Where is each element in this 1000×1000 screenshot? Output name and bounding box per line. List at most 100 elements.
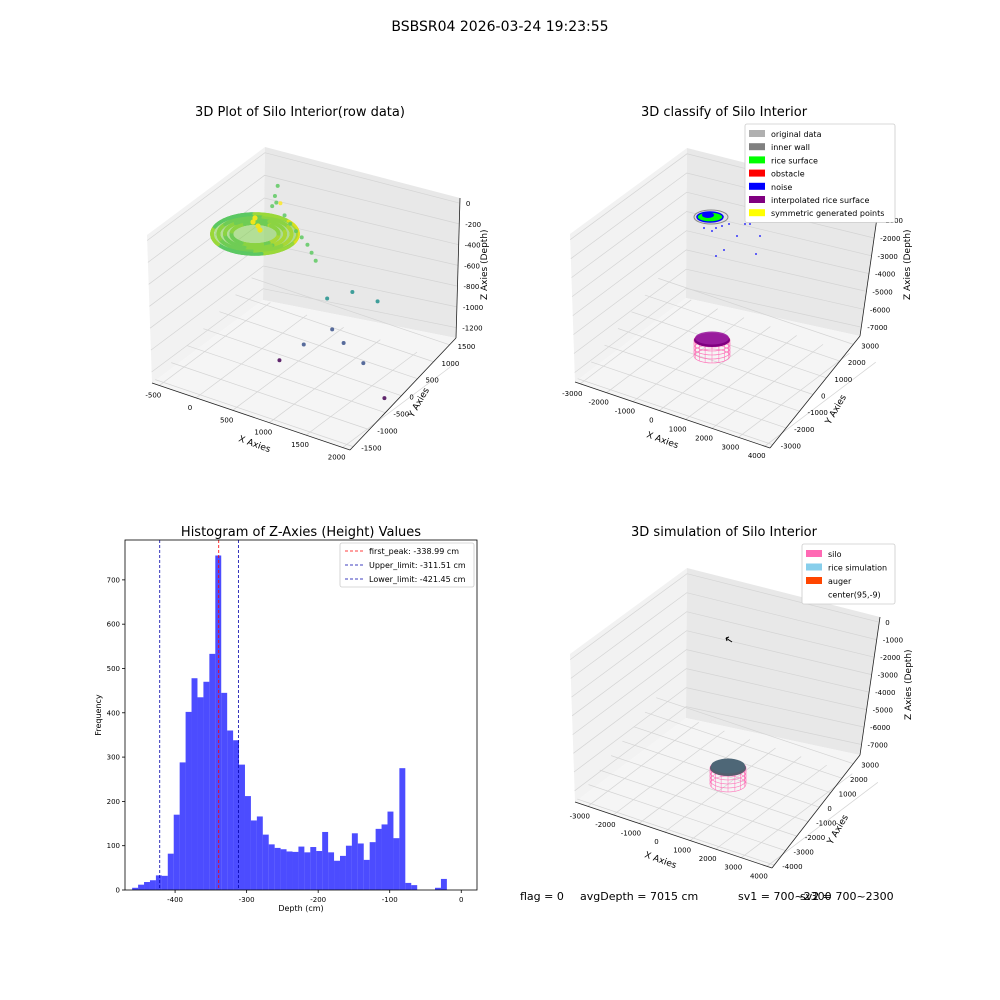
raw-data-point <box>277 358 282 363</box>
classify-zgrid <box>573 268 864 354</box>
histogram-bar <box>256 816 263 890</box>
histogram-bar <box>298 846 305 890</box>
histogram-bar <box>286 851 293 890</box>
classify-xgrid <box>580 299 692 385</box>
classify-zgrid <box>574 288 862 373</box>
classify-ytick-label: 2000 <box>848 359 866 367</box>
classify-noise-point <box>744 223 746 225</box>
panel-simulation-ticks: -3000 -2000 -1000 0 1000 2000 3000 4000 -4000 -30… <box>570 619 903 880</box>
classify-noise-point <box>749 223 751 225</box>
histogram-bar <box>274 847 281 890</box>
simulation-ygrid <box>588 784 786 851</box>
simulation-ygrid <box>656 697 854 765</box>
classify-legend-swatch <box>749 143 765 151</box>
raw-ytick-label: 1000 <box>442 360 460 368</box>
classify-xtick-label: 3000 <box>721 443 739 451</box>
raw-data-point <box>361 361 366 366</box>
classify-ygrid <box>644 294 840 362</box>
classify-ztick-label: -6000 <box>870 306 890 314</box>
panel-classify-title: 3D classify of Silo Interior <box>641 105 808 120</box>
classify-noise-point <box>703 227 705 229</box>
histogram-bars <box>132 555 447 890</box>
simulation-rice-surface <box>711 758 745 774</box>
classify-ygrid <box>604 344 800 412</box>
raw-data-point <box>301 342 306 347</box>
raw-data-point <box>294 229 298 234</box>
classify-ztick-label: -4000 <box>875 271 895 279</box>
panel-simulation-3d: 3D simulation of Silo Interior -3000 -200… <box>570 525 914 880</box>
histogram-bar <box>155 875 162 890</box>
histogram-bar <box>381 824 388 890</box>
panel-classify-zlabel: Z Axies (Depth) <box>903 229 913 300</box>
simulation-xgrid <box>766 782 879 867</box>
simulation-auger-icon <box>725 636 733 643</box>
classify-yaxis-line <box>769 335 861 449</box>
classify-xtick-label: -3000 <box>562 390 582 398</box>
raw-xgrid <box>195 314 308 399</box>
histogram-bar <box>144 882 150 890</box>
simulation-xtick-label: 0 <box>654 838 658 846</box>
simulation-zgrid <box>571 611 875 698</box>
raw-xgrid <box>305 351 418 436</box>
histogram-bar <box>233 740 240 890</box>
raw-ztick-label: -200 <box>465 221 481 229</box>
classify-xtick-label: -2000 <box>588 399 608 407</box>
histogram-bar <box>262 834 269 890</box>
histogram-title: Histogram of Z-Axies (Height) Values <box>181 525 421 540</box>
histogram-bar <box>185 711 192 890</box>
raw-surface-fill <box>214 216 298 252</box>
simulation-ztick-label: -1000 <box>883 637 903 645</box>
histogram-bar <box>387 811 394 890</box>
panel-raw-ylabel: Y Axies <box>406 386 432 420</box>
simulation-legend-swatch <box>806 563 822 571</box>
classify-ygrid <box>591 361 787 429</box>
simulation-ytick-label: 3000 <box>861 762 879 770</box>
simulation-xgrid <box>613 730 725 816</box>
histogram-ytick-label: 700 <box>107 576 120 584</box>
simulation-zgrid <box>569 573 880 660</box>
classify-ztick-label: -7000 <box>867 324 887 332</box>
raw-zgrid <box>150 265 457 351</box>
panel-raw-points <box>210 183 387 401</box>
classify-noise-point <box>728 223 730 225</box>
status-sv2: sv2 = 700~2300 <box>800 890 894 903</box>
raw-data-point <box>299 235 304 240</box>
panel-raw-xlabel: X Axies <box>237 434 272 455</box>
simulation-yaxis-line <box>771 754 861 869</box>
histogram-ytick-label: 0 <box>116 887 120 895</box>
simulation-zgrid <box>574 706 862 792</box>
panel-simulation-zlabel: Z Axies (Depth) <box>904 649 914 720</box>
panel-simulation-content <box>709 636 747 793</box>
classify-ytick-label: 1000 <box>834 376 852 384</box>
raw-zaxis-line <box>455 197 461 339</box>
histogram-bar <box>149 880 156 890</box>
panel-raw-zlabel: Z Axies (Depth) <box>480 229 490 300</box>
simulation-legend-label: center(95,-9) <box>828 591 881 600</box>
histogram-bar <box>357 843 364 890</box>
raw-data-point <box>330 327 335 332</box>
classify-legend-swatch <box>749 196 765 203</box>
histogram-legend-label: Upper_limit: -311.51 cm <box>369 561 466 570</box>
simulation-xtick-label: 1000 <box>673 847 691 855</box>
histogram-xtick-label: -300 <box>239 896 255 904</box>
raw-ygrid <box>171 362 370 430</box>
classify-legend-swatch <box>749 209 765 217</box>
raw-data-point <box>350 290 355 295</box>
classify-ytick-label: -1000 <box>808 409 828 417</box>
histogram-ylabel: Frequency <box>94 694 103 736</box>
simulation-xtick-label: 4000 <box>750 872 768 880</box>
histogram-bar <box>435 887 441 890</box>
raw-ygrid <box>187 345 386 413</box>
panel-raw-3d: 3D Plot of Silo Interior(row data) -500 0… <box>145 105 490 462</box>
classify-ytick-label: -2000 <box>794 426 814 434</box>
simulation-ztick-label: -7000 <box>868 742 888 750</box>
raw-ztick-label: -1000 <box>463 304 483 312</box>
simulation-ztick-label: -4000 <box>875 689 895 697</box>
panel-raw-ticks: -500 0 500 1000 1500 2000 -1500 -1000 -500 0 500 10… <box>145 200 483 461</box>
raw-peak-point <box>257 227 263 233</box>
histogram-bar <box>191 678 198 890</box>
classify-legend-label: noise <box>771 183 792 192</box>
simulation-xgrid <box>741 773 853 858</box>
classify-ytick-label: 0 <box>821 393 825 401</box>
